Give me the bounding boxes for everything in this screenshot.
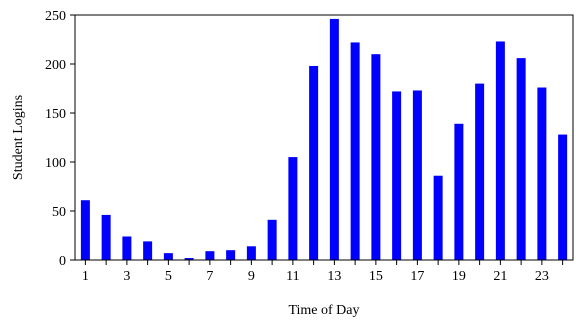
bar-20 (475, 83, 485, 260)
x-tick-label: 15 (369, 269, 383, 284)
x-ticks-group: 1 3 5 7 9 11 13 15 17 19 21 23 (82, 260, 564, 284)
y-tick-label: 150 (45, 107, 66, 122)
bar-22 (516, 58, 526, 261)
bar-6 (184, 258, 194, 260)
bar-16 (392, 91, 402, 260)
x-tick-label: 7 (206, 269, 213, 284)
y-tick-label: 0 (59, 254, 66, 269)
y-axis-label: Student Logins (11, 95, 26, 180)
bars-group (80, 18, 568, 261)
bar-3 (122, 236, 132, 260)
x-tick-label: 11 (286, 269, 299, 284)
x-tick-label: 19 (452, 269, 466, 284)
x-tick-label: 9 (248, 269, 255, 284)
y-tick-label: 50 (52, 205, 66, 220)
bar-12 (309, 65, 319, 261)
bar-23 (537, 87, 547, 261)
bar-11 (288, 157, 298, 260)
bar-7 (205, 251, 215, 260)
y-ticks-group: 0 50 100 150 200 250 (45, 9, 75, 269)
bar-5 (163, 253, 173, 260)
y-tick-label: 250 (45, 9, 66, 24)
x-tick-label: 17 (410, 269, 424, 284)
bar-4 (143, 241, 153, 260)
x-tick-label: 5 (165, 269, 172, 284)
x-tick-label: 21 (493, 269, 507, 284)
bar-14 (350, 42, 360, 260)
x-axis-label: Time of Day (288, 303, 359, 318)
x-tick-label: 23 (535, 269, 549, 284)
bar-1 (80, 200, 90, 260)
bar-21 (495, 41, 505, 261)
y-tick-label: 100 (45, 156, 66, 171)
bar-18 (433, 175, 443, 260)
bar-13 (329, 18, 339, 261)
x-tick-label: 1 (82, 269, 89, 284)
x-tick-label: 13 (327, 269, 341, 284)
bar-2 (101, 214, 111, 260)
plot-frame (74, 14, 574, 261)
bar-9 (246, 246, 256, 260)
bar-8 (226, 250, 236, 260)
bar-17 (412, 90, 422, 261)
x-tick-label: 3 (123, 269, 130, 284)
bar-24 (558, 134, 568, 260)
bar-10 (267, 219, 277, 260)
bar-19 (454, 123, 464, 260)
bar-15 (371, 54, 381, 261)
y-tick-label: 200 (45, 58, 66, 73)
